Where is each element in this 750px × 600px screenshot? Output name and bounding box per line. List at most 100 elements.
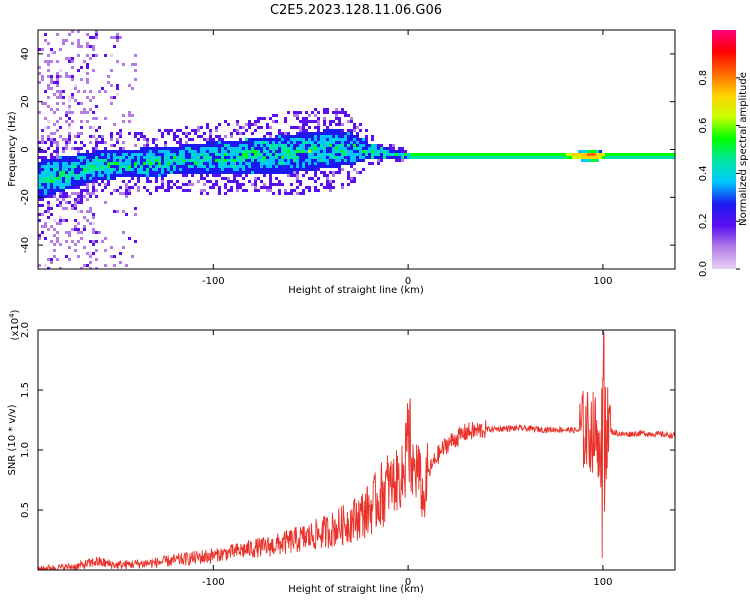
spectrogram-cell (92, 222, 95, 225)
spectrogram-cell (131, 87, 134, 90)
spectrogram-cell (167, 129, 170, 132)
spectrogram-cell (245, 138, 248, 141)
spectrogram-cell (44, 237, 47, 240)
spectrogram-cell (188, 147, 191, 150)
spectrogram-cell (659, 156, 662, 159)
spectrogram-cell (122, 231, 125, 234)
spectrogram-cell (74, 147, 77, 150)
spectrogram-cell (320, 165, 323, 168)
spectrogram-cell (92, 216, 95, 219)
spectrogram-cell (203, 153, 206, 156)
spectrogram-cell (428, 156, 431, 159)
spectrogram-cell (233, 174, 236, 177)
spectrogram-cell (401, 150, 404, 153)
spectrogram-cell (554, 156, 557, 159)
spectrogram-cell (299, 129, 302, 132)
spectrogram-cell (155, 186, 158, 189)
spectrogram-cell (119, 186, 122, 189)
spectrogram-cell (107, 150, 110, 153)
spectrogram-cell (350, 177, 353, 180)
spectrogram-cell (239, 150, 242, 153)
spectrogram-cell (269, 165, 272, 168)
spectrogram-cell (38, 183, 41, 186)
spectrogram-cell (68, 159, 71, 162)
spectrogram-cell (317, 120, 320, 123)
spectrogram-cell (188, 180, 191, 183)
spectrogram-cell (80, 126, 83, 129)
spectrogram-cell (323, 150, 326, 153)
spectrogram-cell (248, 147, 251, 150)
spectrogram-cell (317, 165, 320, 168)
spectrogram-cell (218, 165, 221, 168)
spectrogram-cell (344, 162, 347, 165)
spectrogram-cell (167, 153, 170, 156)
spectrogram-cell (74, 165, 77, 168)
spectrogram-cell (272, 138, 275, 141)
spectrogram-cell (119, 36, 122, 39)
spectrogram-cell (308, 141, 311, 144)
spectrogram-cell (71, 75, 74, 78)
spectrogram-cell (44, 159, 47, 162)
spectrogram-cell (146, 147, 149, 150)
spectrogram-cell (212, 150, 215, 153)
spectrogram-cell (140, 159, 143, 162)
spectrogram-cell (80, 153, 83, 156)
spectrogram-cell (233, 153, 236, 156)
spectrogram-cell (245, 168, 248, 171)
spectrogram-cell (221, 147, 224, 150)
spectrogram-cell (47, 147, 50, 150)
spectrogram-cell (119, 156, 122, 159)
spectrogram-cell (50, 186, 53, 189)
spectrogram-cell (209, 150, 212, 153)
spectrogram-cell (242, 171, 245, 174)
spectrogram-cell (62, 186, 65, 189)
spectrogram-cell (224, 150, 227, 153)
spectrogram-cell (200, 189, 203, 192)
spectrogram-cell (50, 78, 53, 81)
spectrogram-cell (527, 153, 530, 156)
spectrogram-cell (308, 144, 311, 147)
spectrogram-cell (593, 150, 596, 153)
spectrogram-cell (125, 174, 128, 177)
spectrogram-cell (335, 111, 338, 114)
spectrogram-cell (209, 144, 212, 147)
colorbar: 0.00.20.40.60.8 Normalized spectral ampl… (698, 30, 749, 277)
spectrogram-cell (329, 147, 332, 150)
spectrogram-cell (68, 246, 71, 249)
spectrogram-cell (629, 153, 632, 156)
spectrogram-cell (359, 150, 362, 153)
spectrogram-cell (185, 174, 188, 177)
spectrogram-cell (239, 153, 242, 156)
spectrogram-cell (137, 186, 140, 189)
spectrogram-cell (263, 156, 266, 159)
spectrogram-cell (341, 132, 344, 135)
spectrogram-cell (50, 108, 53, 111)
spectrogram-cell (305, 159, 308, 162)
spectrogram-cell (488, 153, 491, 156)
spectrogram-cell (227, 162, 230, 165)
spectrogram-cell (68, 96, 71, 99)
spectrogram-cell (221, 159, 224, 162)
spectrogram-cell (326, 147, 329, 150)
spectrogram-cell (326, 156, 329, 159)
spectrogram-cell (92, 54, 95, 57)
spectrogram-cell (314, 189, 317, 192)
spectrogram-cell (92, 177, 95, 180)
spectrogram-cell (356, 171, 359, 174)
spectrogram-cell (143, 168, 146, 171)
spectrogram-cell (332, 138, 335, 141)
spectrogram-cell (248, 159, 251, 162)
spectrogram-cell (299, 147, 302, 150)
spectrogram-cell (41, 186, 44, 189)
spectrogram-cell (68, 132, 71, 135)
spectrogram-cell (137, 138, 140, 141)
spectrogram-cell (269, 156, 272, 159)
spectrogram-cell (242, 141, 245, 144)
spectrogram-cell (281, 162, 284, 165)
spectrogram-cell (170, 153, 173, 156)
spectrogram-cell (116, 168, 119, 171)
spectrogram-cell (128, 174, 131, 177)
spectrogram-cell (260, 117, 263, 120)
spectrogram-cell (200, 135, 203, 138)
spectrogram-cell (68, 231, 71, 234)
